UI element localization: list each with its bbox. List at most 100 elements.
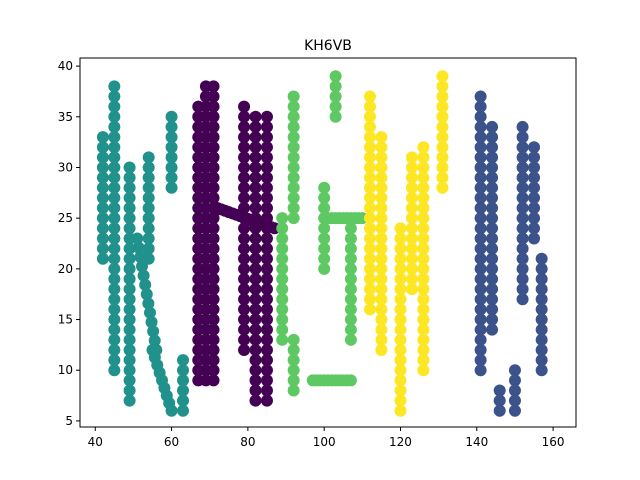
data-point: [474, 90, 487, 103]
data-point: [96, 141, 109, 154]
data-point: [238, 242, 251, 255]
y-tick-label: 25: [58, 211, 73, 225]
data-point: [192, 343, 205, 356]
data-point: [139, 278, 152, 291]
data-point: [363, 303, 376, 316]
data-point: [108, 242, 121, 255]
data-point: [344, 323, 357, 336]
data-point: [207, 191, 220, 204]
data-point: [260, 303, 273, 316]
data-point: [123, 212, 136, 225]
data-point: [329, 90, 342, 103]
data-point: [142, 191, 155, 204]
data-point: [123, 161, 136, 174]
data-point: [436, 161, 449, 174]
data-point: [123, 394, 136, 407]
data-point: [249, 354, 262, 367]
data-point: [363, 141, 376, 154]
data-point: [535, 303, 548, 316]
data-point: [363, 171, 376, 184]
data-point: [192, 364, 205, 377]
data-point: [417, 333, 430, 346]
data-point: [276, 232, 289, 245]
data-point: [474, 354, 487, 367]
data-point: [417, 303, 430, 316]
data-point: [344, 222, 357, 235]
data-point: [516, 141, 529, 154]
data-point: [96, 252, 109, 265]
data-point: [363, 120, 376, 133]
data-point: [474, 303, 487, 316]
data-point: [260, 343, 273, 356]
data-point: [192, 242, 205, 255]
x-tick-label: 60: [164, 435, 179, 449]
data-point: [96, 181, 109, 194]
data-point: [207, 232, 220, 245]
data-point: [260, 110, 273, 123]
data-point: [363, 232, 376, 245]
data-point: [344, 252, 357, 265]
data-point: [344, 374, 357, 387]
data-point: [207, 131, 220, 144]
data-point: [108, 272, 121, 285]
data-point: [287, 354, 300, 367]
data-point: [192, 232, 205, 245]
data-point: [249, 394, 262, 407]
data-point: [363, 293, 376, 306]
y-tick-label: 15: [58, 313, 73, 327]
data-point: [260, 202, 273, 215]
data-point: [344, 272, 357, 285]
data-point: [474, 151, 487, 164]
data-point: [165, 151, 178, 164]
data-point: [474, 323, 487, 336]
data-point: [287, 202, 300, 215]
data-point: [207, 313, 220, 326]
data-point: [147, 325, 160, 338]
plot-frame: [79, 57, 577, 428]
data-point: [96, 222, 109, 235]
data-point: [528, 212, 541, 225]
data-point: [405, 161, 418, 174]
data-point: [417, 212, 430, 225]
data-point: [375, 333, 388, 346]
data-point: [417, 151, 430, 164]
data-point: [165, 120, 178, 133]
data-point: [108, 262, 121, 275]
data-point: [363, 242, 376, 255]
data-point: [474, 343, 487, 356]
data-point: [131, 232, 144, 245]
data-point: [276, 303, 289, 316]
data-point: [123, 333, 136, 346]
data-point: [344, 262, 357, 275]
data-point: [474, 222, 487, 235]
data-point: [192, 262, 205, 275]
data-point: [177, 354, 190, 367]
data-point: [249, 343, 262, 356]
data-point: [96, 212, 109, 225]
data-point: [363, 252, 376, 265]
data-point: [123, 364, 136, 377]
data-point: [260, 262, 273, 275]
data-point: [207, 90, 220, 103]
data-point: [123, 374, 136, 387]
data-point: [405, 232, 418, 245]
data-point: [165, 161, 178, 174]
data-point: [260, 354, 273, 367]
data-point: [260, 252, 273, 265]
data-point: [394, 303, 407, 316]
data-point: [192, 171, 205, 184]
data-point: [260, 222, 273, 235]
data-point: [535, 272, 548, 285]
data-point: [207, 120, 220, 133]
data-point: [142, 232, 155, 245]
data-point: [535, 354, 548, 367]
data-point: [249, 120, 262, 133]
data-point: [165, 404, 178, 417]
data-point: [207, 343, 220, 356]
data-point: [207, 222, 220, 235]
data-point: [192, 374, 205, 387]
data-point: [192, 141, 205, 154]
data-point: [535, 283, 548, 296]
data-point: [192, 333, 205, 346]
data-point: [394, 354, 407, 367]
